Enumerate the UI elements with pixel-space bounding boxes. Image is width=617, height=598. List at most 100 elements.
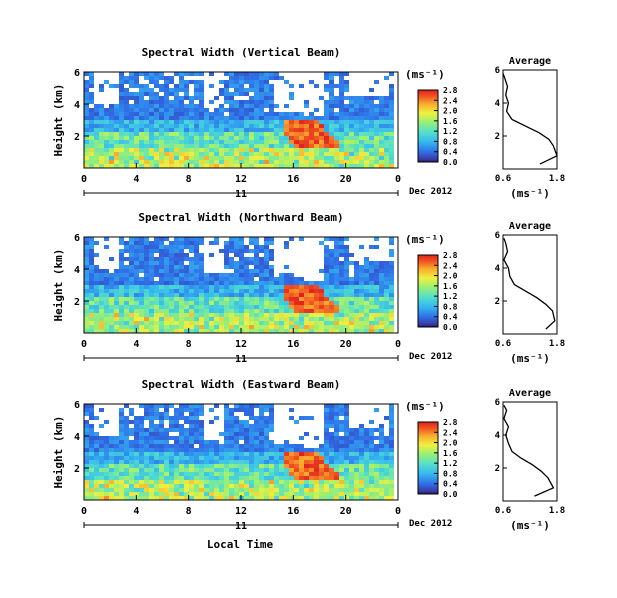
heatmap-cell [94, 416, 99, 420]
heatmap-cell [254, 305, 259, 309]
heatmap-cell [389, 428, 394, 432]
heatmap-cell [204, 317, 209, 321]
heatmap-cell [354, 120, 359, 124]
heatmap-cell [384, 452, 389, 456]
heatmap-cell [179, 261, 184, 265]
heatmap-cell [114, 436, 119, 440]
heatmap-cell [249, 488, 254, 492]
heatmap-cell [339, 140, 344, 144]
heatmap-cell [364, 108, 369, 112]
heatmap-cell [254, 84, 259, 88]
heatmap-cell [354, 476, 359, 480]
heatmap-cell [344, 164, 349, 168]
heatmap-cell [239, 317, 244, 321]
heatmap-cell [339, 285, 344, 289]
heatmap-cell [109, 305, 114, 309]
heatmap-cell [199, 452, 204, 456]
heatmap-cell [299, 468, 304, 472]
heatmap-cell [299, 237, 304, 241]
heatmap-cell [249, 297, 254, 301]
heatmap-cell [274, 140, 279, 144]
heatmap-cell [354, 321, 359, 325]
heatmap-cell [259, 321, 264, 325]
heatmap-cell [379, 261, 384, 265]
heatmap-cell [199, 468, 204, 472]
heatmap-cell [224, 249, 229, 253]
heatmap-cell [119, 325, 124, 329]
heatmap-cell [269, 472, 274, 476]
heatmap-cell [159, 484, 164, 488]
heatmap-cell [179, 305, 184, 309]
heatmap-cell [379, 448, 384, 452]
heatmap-cell [304, 116, 309, 120]
heatmap-cell [224, 325, 229, 329]
heatmap-cell [194, 420, 199, 424]
heatmap-cell [329, 265, 334, 269]
heatmap-cell [214, 140, 219, 144]
heatmap-cell [174, 452, 179, 456]
heatmap-cell [239, 92, 244, 96]
heatmap-cell [134, 253, 139, 257]
heatmap-cell [129, 257, 134, 261]
heatmap-cell [129, 408, 134, 412]
heatmap-cell [184, 492, 189, 496]
heatmap-cell [199, 156, 204, 160]
heatmap-cell [189, 265, 194, 269]
heatmap-cell [149, 124, 154, 128]
heatmap-cell [164, 309, 169, 313]
heatmap-cell [149, 241, 154, 245]
heatmap-cell [309, 329, 314, 333]
heatmap-cell [119, 436, 124, 440]
heatmap-cell [384, 309, 389, 313]
heatmap-cell [134, 120, 139, 124]
heatmap-cell [329, 468, 334, 472]
heatmap-cell [269, 148, 274, 152]
heatmap-cell [199, 72, 204, 76]
heatmap-cell [389, 249, 394, 253]
heatmap-cell [99, 317, 104, 321]
heatmap-cell [329, 297, 334, 301]
heatmap-cell [94, 124, 99, 128]
heatmap-cell [174, 132, 179, 136]
heatmap-cell [334, 84, 339, 88]
heatmap-cell [349, 440, 354, 444]
heatmap-cell [189, 313, 194, 317]
heatmap-cell [84, 420, 89, 424]
heatmap-cell [244, 144, 249, 148]
heatmap-cell [314, 496, 319, 500]
heatmap-cell [254, 452, 259, 456]
heatmap-cell [189, 96, 194, 100]
heatmap-cell [274, 496, 279, 500]
heatmap-cell [219, 164, 224, 168]
heatmap-cell [199, 277, 204, 281]
heatmap-cell [354, 456, 359, 460]
heatmap-cell [284, 160, 289, 164]
heatmap-cell [264, 496, 269, 500]
heatmap-cell [254, 293, 259, 297]
heatmap-cell [114, 148, 119, 152]
heatmap-cell [314, 156, 319, 160]
heatmap-cell [369, 301, 374, 305]
heatmap-cell [299, 120, 304, 124]
heatmap-cell [344, 136, 349, 140]
heatmap-cell [374, 132, 379, 136]
heatmap-cell [339, 120, 344, 124]
heatmap-cell [174, 301, 179, 305]
heatmap-cell [159, 72, 164, 76]
heatmap-cell [134, 140, 139, 144]
heatmap-cell [359, 132, 364, 136]
heatmap-cell [299, 464, 304, 468]
heatmap-cell [369, 152, 374, 156]
heatmap-cell [154, 460, 159, 464]
heatmap-cell [154, 416, 159, 420]
heatmap-cell [294, 420, 299, 424]
heatmap-cell [294, 148, 299, 152]
heatmap-cell [214, 440, 219, 444]
heatmap-cell [274, 452, 279, 456]
heatmap-cell [154, 444, 159, 448]
heatmap-cell [309, 164, 314, 168]
heatmap-cell [229, 136, 234, 140]
heatmap-cell [359, 273, 364, 277]
heatmap-cell [149, 404, 154, 408]
heatmap-cell [284, 313, 289, 317]
